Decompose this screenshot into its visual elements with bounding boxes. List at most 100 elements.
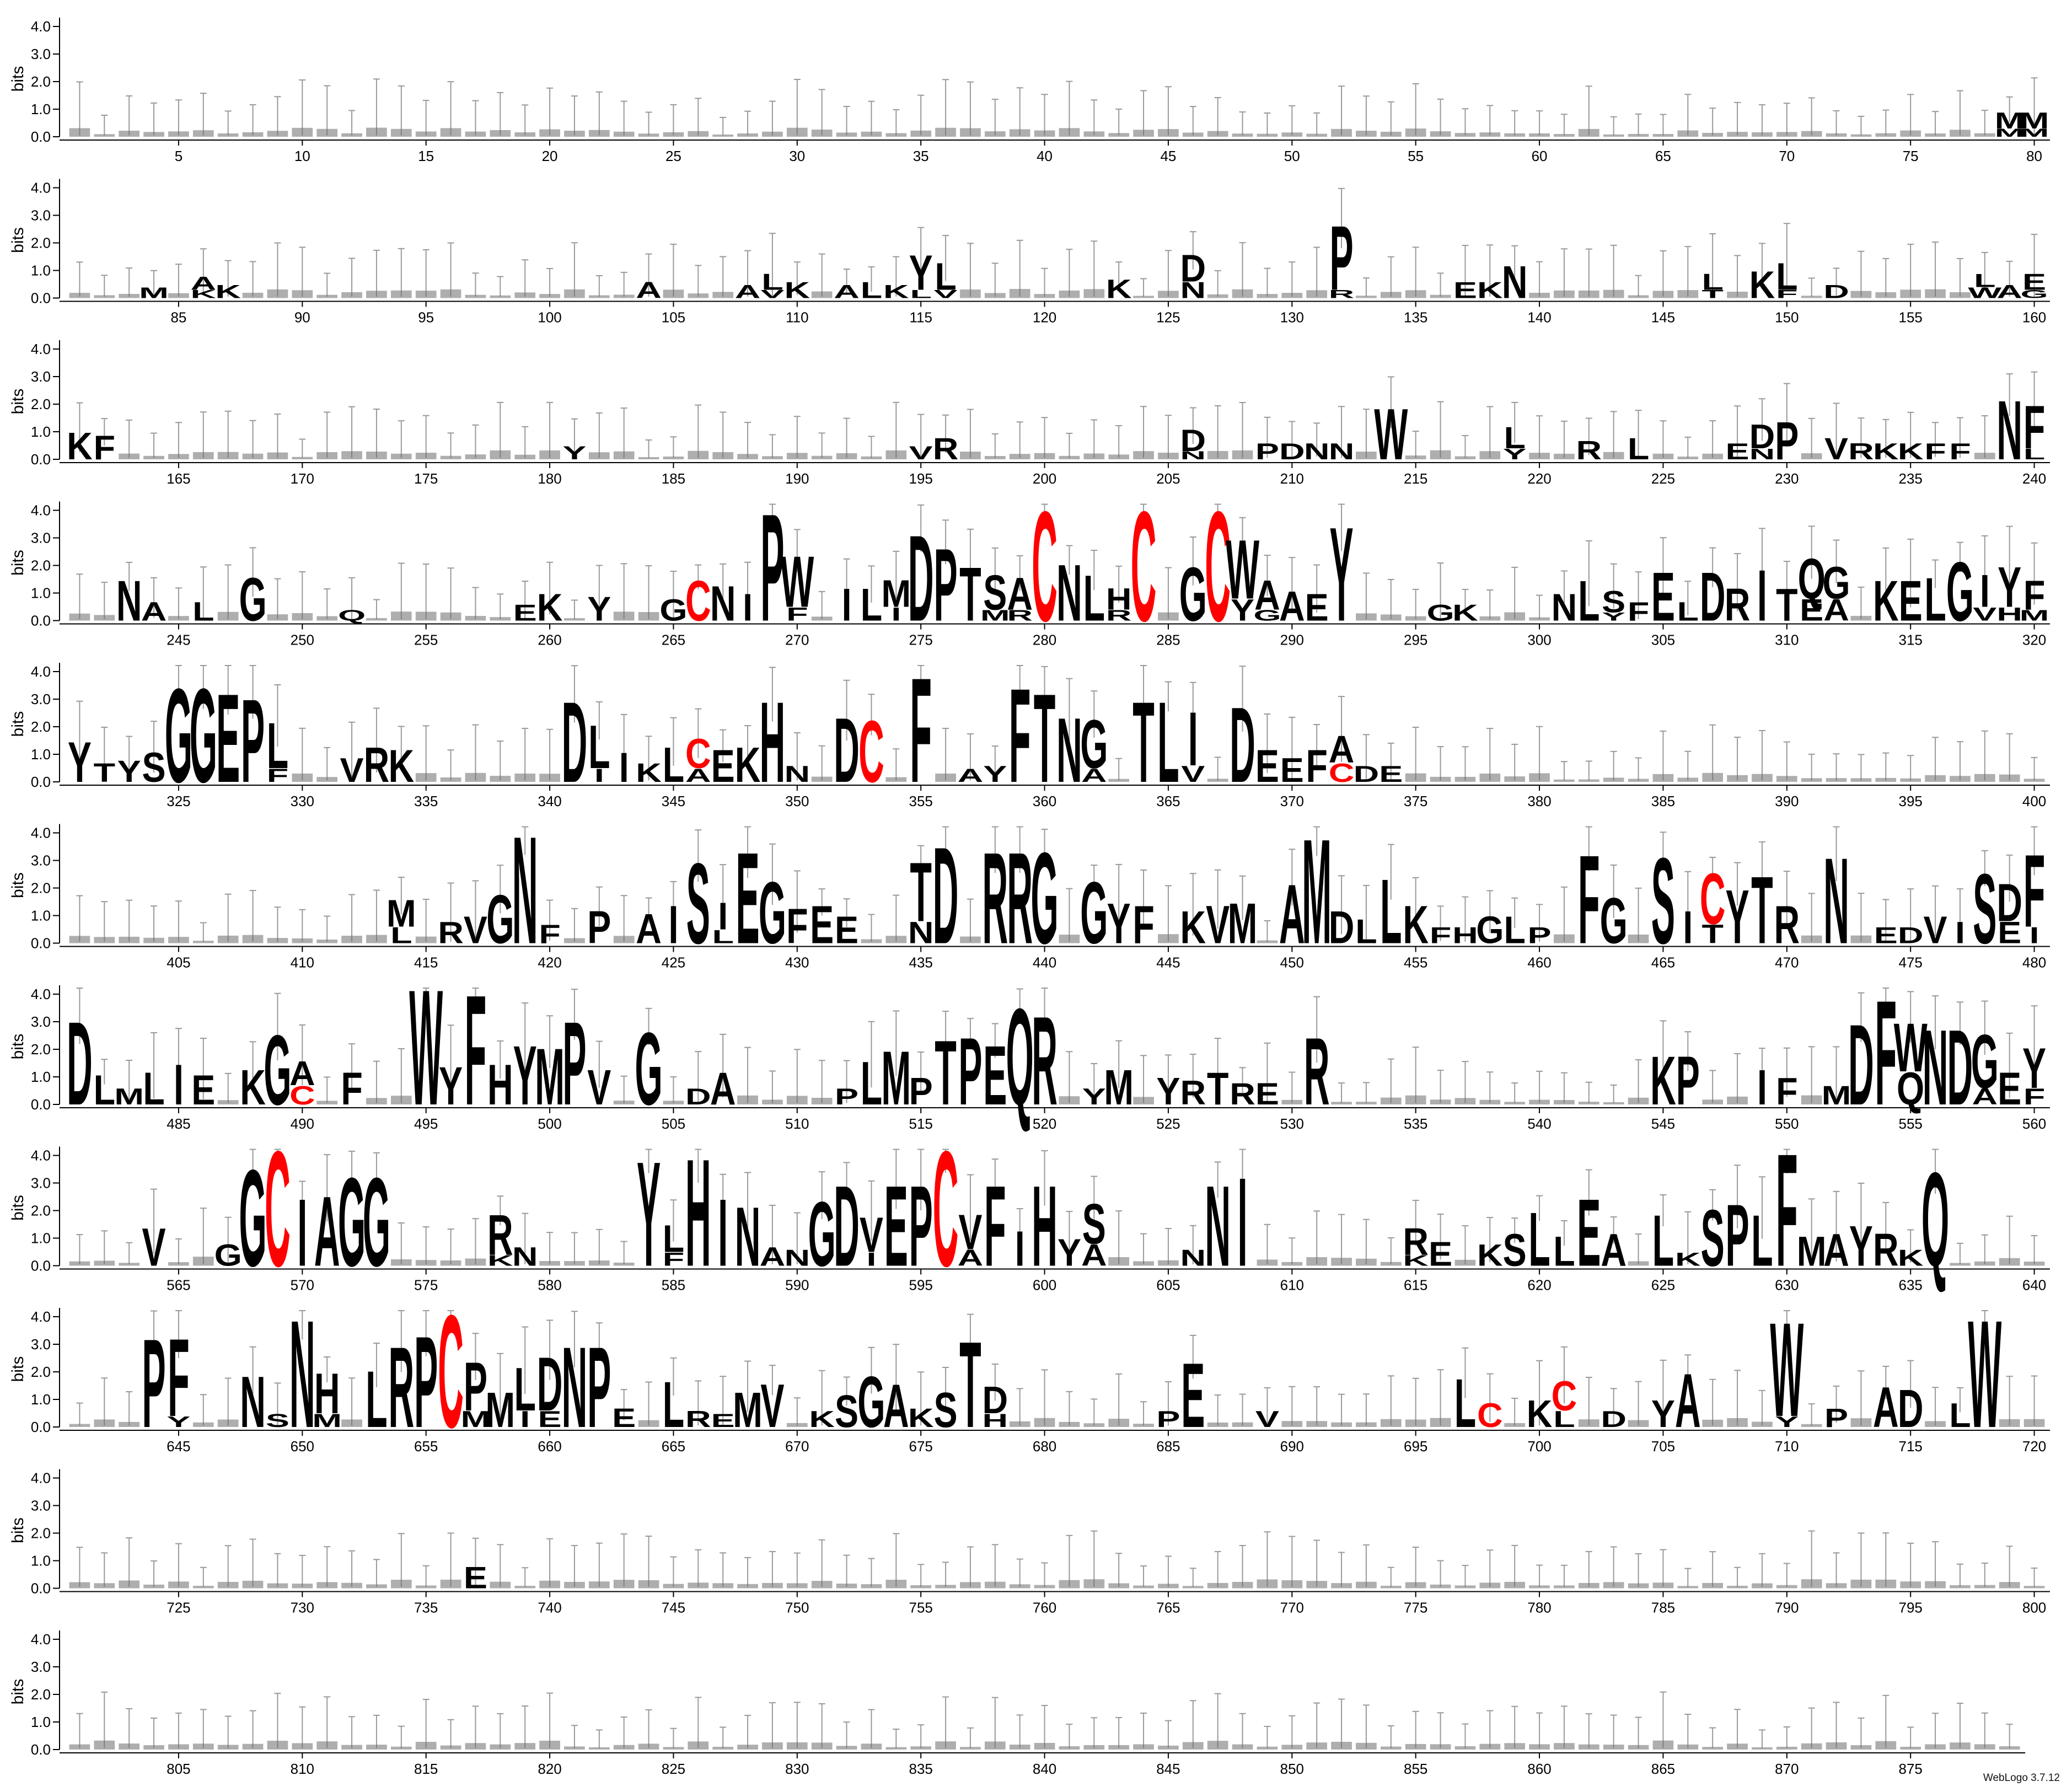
residue-letter: I bbox=[866, 1248, 876, 1270]
residue-letter: T bbox=[1701, 919, 1724, 949]
residue-letter: K bbox=[388, 741, 414, 792]
x-tick-label: 165 bbox=[167, 470, 190, 487]
residue-letter: F bbox=[1949, 438, 1971, 464]
x-tick-label: 60 bbox=[1532, 148, 1548, 164]
residue-letter: K bbox=[1898, 1245, 1924, 1271]
minor-letter-stack bbox=[1702, 453, 1724, 459]
residue-letter: P bbox=[1775, 411, 1799, 471]
x-tick-label: 470 bbox=[1775, 954, 1799, 971]
x-tick-label: 220 bbox=[1527, 470, 1551, 487]
minor-letter-stack bbox=[1801, 778, 1822, 782]
minor-letter-stack bbox=[836, 1746, 857, 1750]
residue-letter: N bbox=[1205, 1161, 1231, 1290]
minor-letter-stack bbox=[1232, 1422, 1253, 1427]
x-tick-label: 340 bbox=[538, 793, 561, 809]
minor-letter-stack bbox=[267, 452, 288, 459]
x-tick-label: 170 bbox=[291, 470, 314, 487]
minor-letter-stack bbox=[885, 936, 907, 943]
residue-letter: W bbox=[780, 541, 814, 623]
y-tick-label: 4.0 bbox=[31, 1308, 51, 1325]
minor-letter-stack bbox=[688, 1582, 709, 1589]
residue-letter: S bbox=[1082, 1193, 1106, 1256]
minor-letter-stack bbox=[242, 132, 264, 137]
residue-letter: D bbox=[562, 678, 588, 807]
minor-letter-stack bbox=[1331, 1583, 1352, 1589]
minor-letter-stack bbox=[1652, 1740, 1674, 1750]
minor-letter-stack bbox=[217, 1745, 239, 1750]
y-tick-label: 0.0 bbox=[31, 290, 51, 307]
x-tick-label: 160 bbox=[2022, 309, 2046, 326]
x-tick-label: 85 bbox=[170, 309, 186, 326]
residue-letter: F bbox=[1009, 661, 1030, 811]
x-tick-label: 110 bbox=[786, 309, 808, 326]
minor-letter-stack bbox=[366, 1584, 387, 1589]
minor-letter-stack bbox=[539, 1260, 560, 1266]
minor-letter-stack bbox=[1554, 1100, 1575, 1104]
minor-letter-stack bbox=[564, 289, 585, 298]
x-tick-label: 415 bbox=[414, 954, 438, 971]
minor-letter-stack bbox=[861, 1584, 882, 1589]
minor-letter-stack bbox=[1801, 131, 1822, 137]
minor-letter-stack bbox=[1207, 131, 1228, 137]
minor-letter-stack bbox=[1108, 1583, 1130, 1589]
residue-letter: T bbox=[94, 758, 116, 788]
minor-letter-stack bbox=[1850, 1745, 1872, 1750]
x-tick-label: 650 bbox=[291, 1438, 314, 1455]
residue-letter: A bbox=[1675, 1358, 1701, 1443]
minor-letter-stack bbox=[1925, 133, 1946, 137]
residue-letter: R bbox=[1848, 438, 1874, 464]
residue-letter: L bbox=[761, 269, 783, 295]
x-tick-label: 490 bbox=[291, 1115, 314, 1132]
x-tick-label: 535 bbox=[1404, 1115, 1427, 1132]
x-tick-label: 380 bbox=[1527, 793, 1551, 809]
residue-letter: Y bbox=[1998, 556, 2021, 619]
residue-letter: G bbox=[363, 1152, 390, 1293]
minor-letter-stack bbox=[69, 1261, 90, 1266]
residue-letter: P bbox=[587, 1323, 611, 1452]
x-tick-label: 695 bbox=[1404, 1438, 1427, 1455]
minor-letter-stack bbox=[1603, 777, 1624, 782]
x-tick-label: 565 bbox=[167, 1277, 190, 1294]
minor-letter-stack bbox=[415, 611, 437, 621]
x-tick-label: 35 bbox=[913, 148, 929, 164]
minor-letter-stack bbox=[465, 131, 486, 137]
residue-letter: T bbox=[959, 1316, 981, 1453]
residue-letter: M bbox=[485, 1382, 515, 1437]
x-tick-label: 295 bbox=[1404, 632, 1427, 648]
minor-letter-stack bbox=[1306, 1742, 1328, 1750]
residue-letter: P bbox=[1330, 207, 1354, 309]
residue-letter: D bbox=[834, 699, 860, 802]
minor-letter-stack bbox=[1727, 291, 1748, 298]
minor-letter-stack bbox=[1380, 1262, 1402, 1266]
y-axis-label: bits bbox=[9, 711, 27, 737]
minor-letter-stack bbox=[69, 1582, 90, 1589]
x-tick-label: 315 bbox=[1898, 632, 1922, 648]
minor-letter-stack bbox=[1454, 1585, 1476, 1589]
residue-letter: S bbox=[142, 744, 166, 791]
residue-letter: M bbox=[387, 892, 416, 935]
minor-letter-stack bbox=[341, 292, 362, 298]
logo-row-1-80: 0.0 1.0 2.0 3.0 4.0 bits 5 10 15 20 25 30 35 40 45 50 55… bbox=[9, 18, 2050, 164]
x-tick-label: 40 bbox=[1037, 148, 1053, 164]
residue-letter: N bbox=[1749, 446, 1775, 463]
minor-letter-stack bbox=[935, 773, 956, 782]
y-axis-label: bits bbox=[9, 389, 27, 415]
minor-letter-stack bbox=[737, 1584, 758, 1589]
x-tick-label: 390 bbox=[1775, 793, 1799, 809]
x-tick-label: 200 bbox=[1033, 470, 1056, 487]
residue-letter: P bbox=[1528, 922, 1552, 948]
y-tick-label: 1.0 bbox=[31, 908, 51, 924]
residue-letter: H bbox=[1452, 922, 1478, 948]
minor-letter-stack bbox=[465, 616, 486, 621]
x-tick-label: 135 bbox=[1404, 309, 1427, 326]
minor-letter-stack bbox=[663, 456, 684, 459]
residue-letter: A bbox=[760, 1242, 786, 1271]
minor-letter-stack bbox=[1430, 1744, 1451, 1750]
minor-letter-stack bbox=[960, 936, 981, 943]
residue-letter: Y bbox=[1107, 892, 1131, 956]
residue-letter: K bbox=[537, 586, 563, 629]
minor-letter-stack bbox=[1059, 935, 1080, 943]
minor-letter-stack bbox=[762, 1742, 783, 1750]
residue-letter: L bbox=[1578, 570, 1599, 633]
